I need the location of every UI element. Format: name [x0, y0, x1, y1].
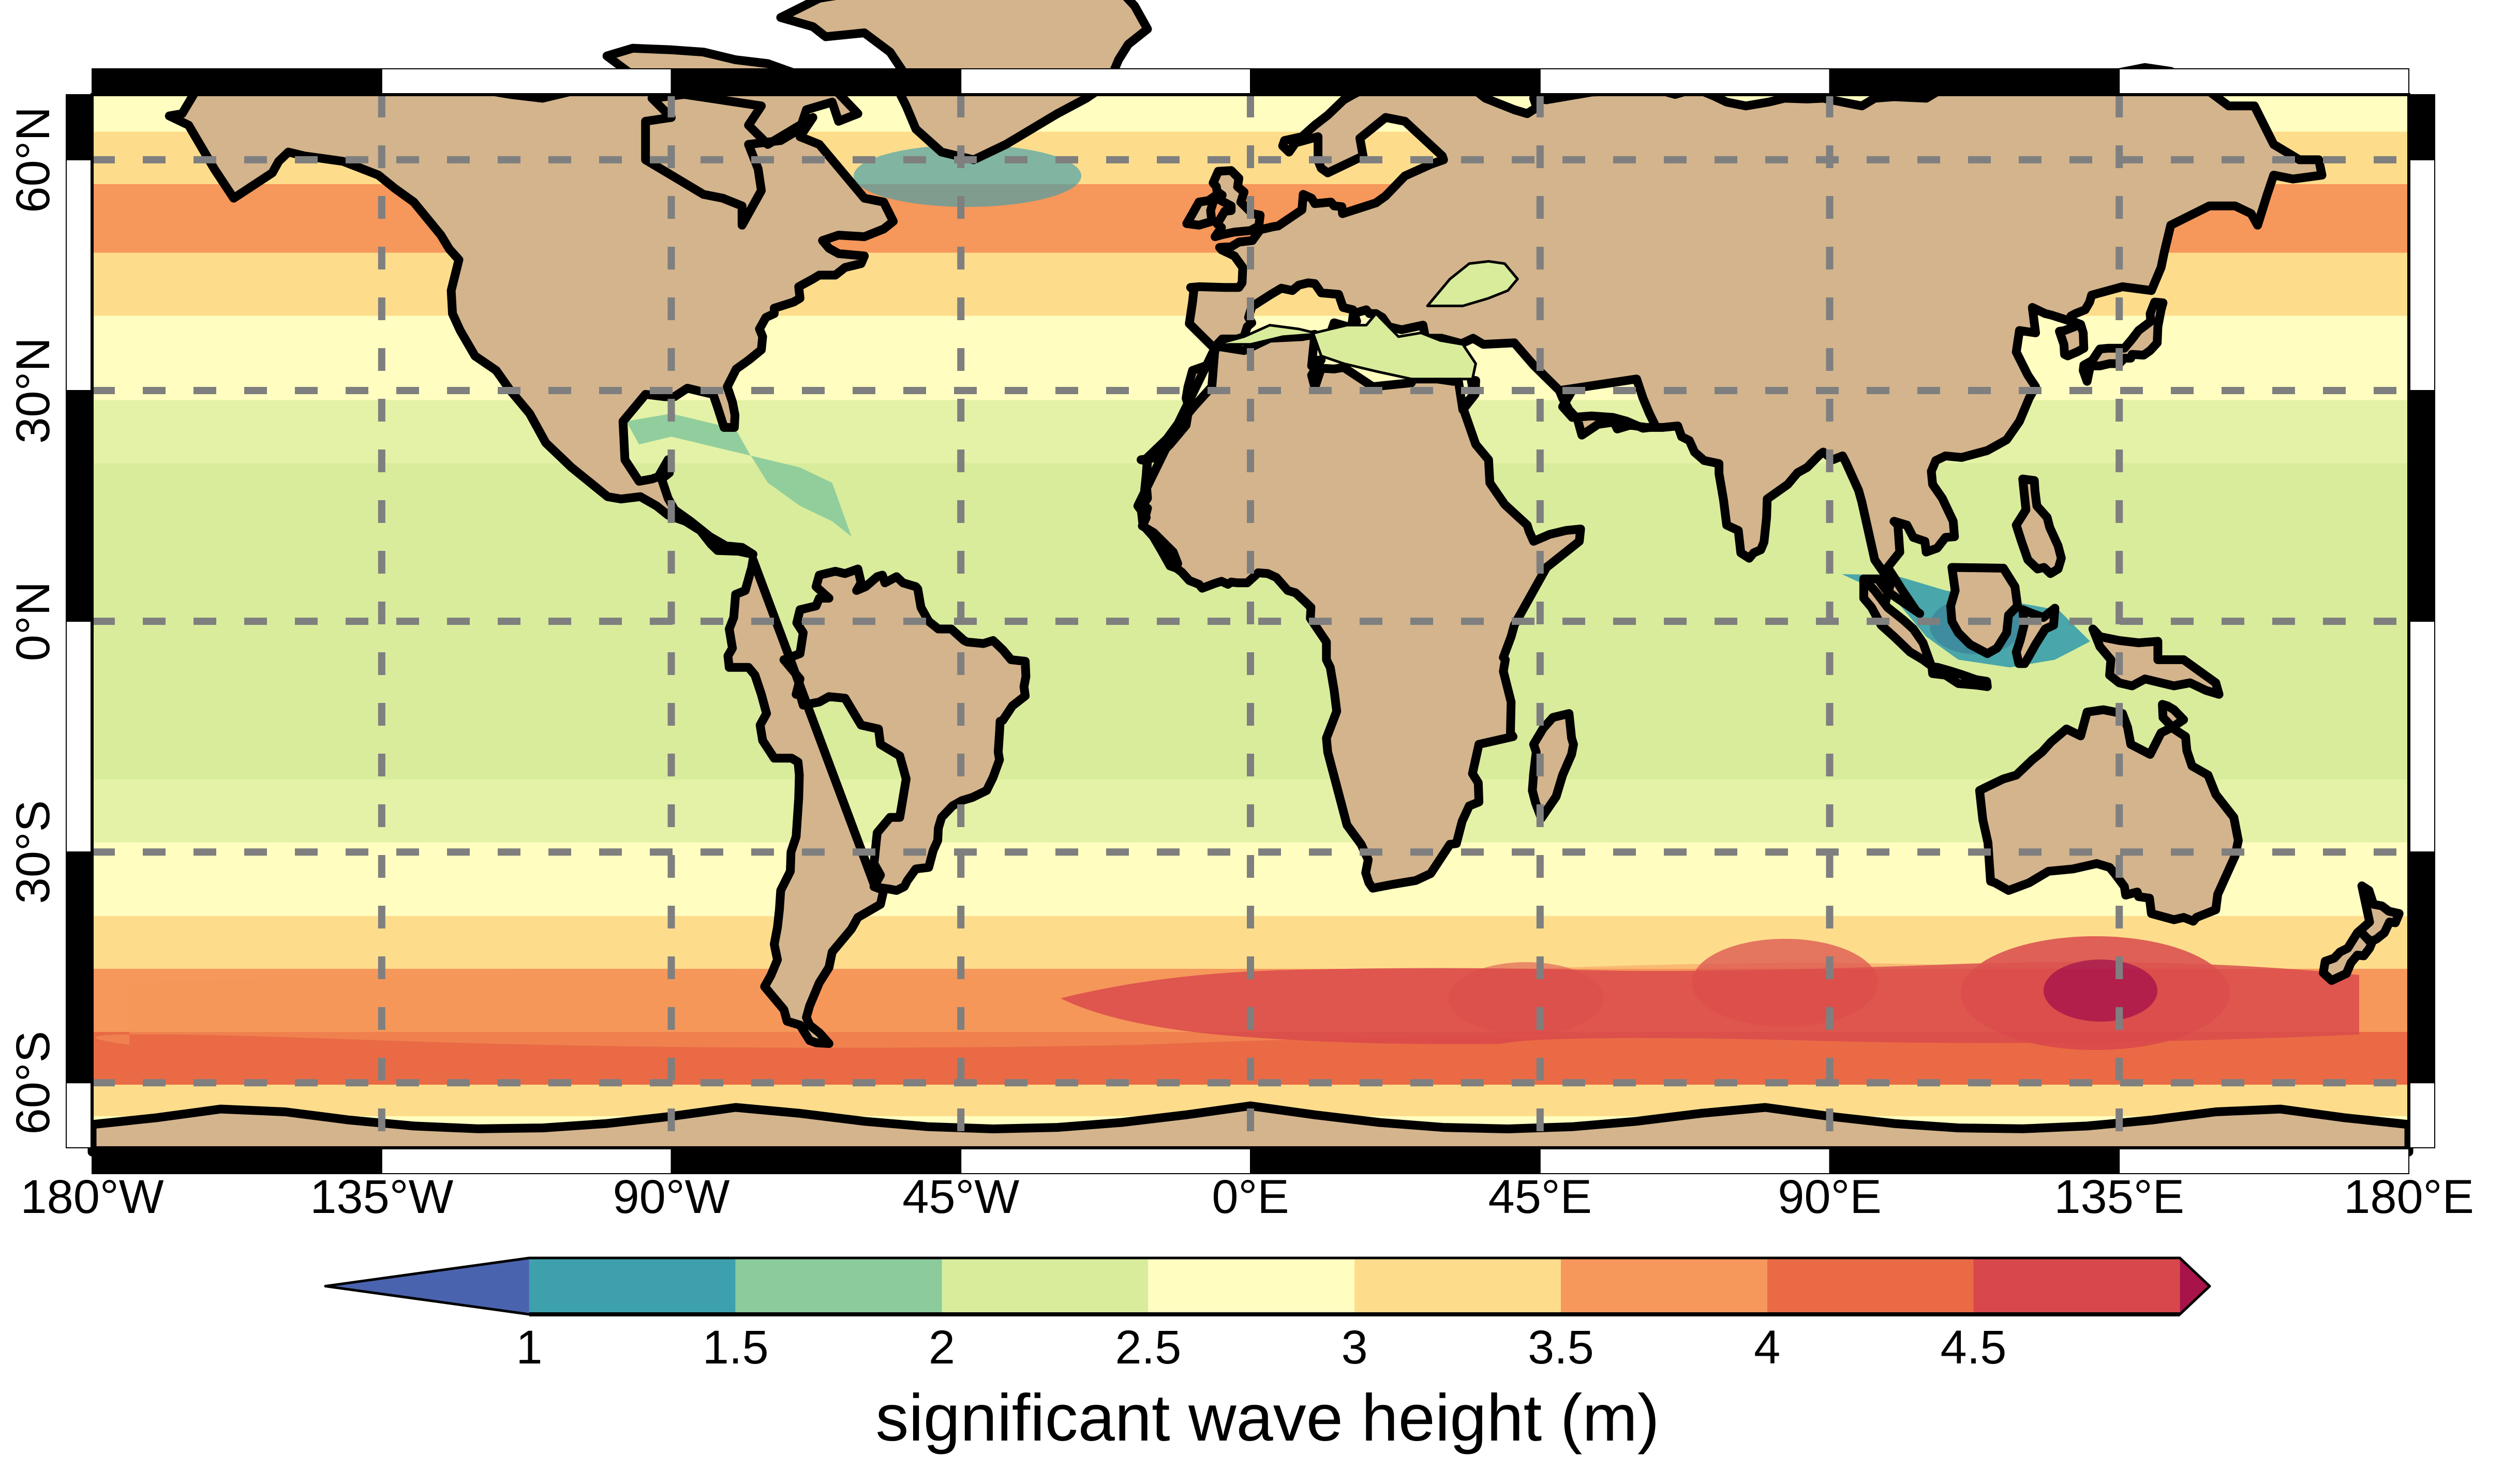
svg-text:90°W: 90°W	[613, 1171, 730, 1223]
svg-text:2: 2	[929, 1321, 955, 1374]
svg-text:1.5: 1.5	[703, 1321, 769, 1374]
svg-text:3: 3	[1342, 1321, 1368, 1374]
svg-text:30°S: 30°S	[7, 800, 59, 904]
svg-text:1: 1	[516, 1321, 542, 1374]
svg-text:4.5: 4.5	[1941, 1321, 2007, 1374]
svg-text:2.5: 2.5	[1115, 1321, 1181, 1374]
svg-text:60°N: 60°N	[7, 107, 59, 213]
svg-text:45°E: 45°E	[1488, 1171, 1592, 1223]
svg-text:180°E: 180°E	[2344, 1171, 2474, 1223]
svg-text:45°W: 45°W	[902, 1171, 1019, 1223]
svg-text:90°E: 90°E	[1778, 1171, 1882, 1223]
svg-text:60°S: 60°S	[7, 1031, 59, 1135]
svg-text:3.5: 3.5	[1528, 1321, 1594, 1374]
svg-text:135°W: 135°W	[310, 1171, 453, 1223]
svg-text:30°N: 30°N	[7, 337, 59, 444]
svg-text:180°W: 180°W	[20, 1171, 163, 1223]
svg-text:135°E: 135°E	[2054, 1171, 2184, 1223]
svg-text:significant wave height (m): significant wave height (m)	[875, 1381, 1659, 1455]
svg-text:4: 4	[1754, 1321, 1780, 1374]
svg-text:0°N: 0°N	[7, 581, 59, 661]
svg-text:0°E: 0°E	[1212, 1171, 1289, 1223]
